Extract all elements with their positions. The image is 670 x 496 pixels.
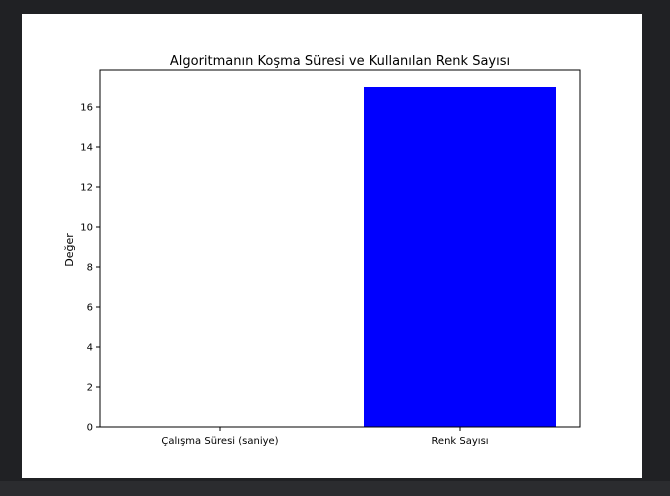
y-axis-label: Değer [63,233,76,267]
y-tick-label: 14 [80,143,93,154]
x-tick-label: Çalışma Süresi (saniye) [161,436,278,447]
plot-frame [99,69,581,428]
bar-2 [364,87,556,427]
y-tick-label: 12 [80,183,93,194]
y-tick-label: 8 [87,263,93,274]
x-tick-label: Renk Sayısı [431,436,488,447]
bar-chart: Algoritmanın Koşma Süresi ve Kullanılan … [63,54,581,447]
chart-figure: Algoritmanın Koşma Süresi ve Kullanılan … [22,14,642,478]
y-tick-label: 16 [80,103,93,114]
y-tick-label: 6 [87,303,93,314]
y-tick-label: 10 [80,223,93,234]
chart-title: Algoritmanın Koşma Süresi ve Kullanılan … [170,54,510,69]
y-tick-label: 2 [87,383,93,394]
y-tick-label: 0 [87,423,93,434]
y-tick-label: 4 [87,343,93,354]
bottom-strip [0,481,670,496]
